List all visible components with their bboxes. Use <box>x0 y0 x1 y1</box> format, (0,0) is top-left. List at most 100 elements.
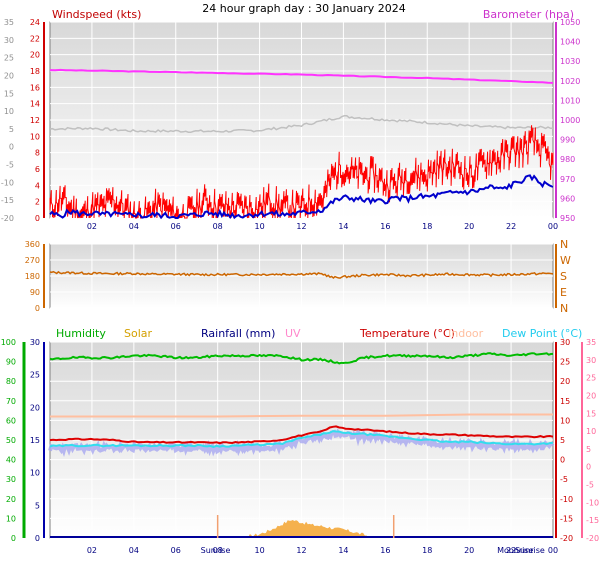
temperature-tick-label: 0 <box>560 456 565 465</box>
far-left-tick-label: 25 <box>4 54 14 63</box>
left-tick-label: 12 <box>30 116 40 125</box>
x-tick-label: 08 <box>213 546 223 555</box>
temperature-tick-label: 30 <box>560 338 570 347</box>
right-tick-label: 1020 <box>560 77 580 86</box>
series-barometer <box>49 68 554 84</box>
x-tick-label: 16 <box>380 546 390 555</box>
rain-tick-label: 15 <box>30 436 40 445</box>
x-tick-label: 04 <box>129 546 139 555</box>
x-tick-label: 20 <box>464 546 474 555</box>
temperature-tick-label: 5 <box>560 436 565 445</box>
right-tick-label: 970 <box>560 175 575 184</box>
x-tick-label: 14 <box>338 222 348 231</box>
humidity-tick-label: 70 <box>6 397 16 406</box>
temperature-tick-label: -5 <box>560 475 568 484</box>
humidity-tick-label: 20 <box>6 495 16 504</box>
left-tick-label: 24 <box>30 18 40 27</box>
left-tick-label: 4 <box>35 181 40 190</box>
x-tick-label: 04 <box>129 222 139 231</box>
series-windspeed <box>49 125 554 219</box>
humidity-tick-label: 50 <box>6 436 16 445</box>
temperature-tick-label: 20 <box>560 377 570 386</box>
series-average-wind <box>49 174 554 220</box>
left-tick-label: 22 <box>30 34 40 43</box>
humidity-tick-label: 10 <box>6 514 16 523</box>
right-tick-label: 950 <box>560 214 575 223</box>
x-tick-label: 20 <box>464 222 474 231</box>
humidity-tick-label: 100 <box>1 338 16 347</box>
far-left-tick-label: 5 <box>9 125 14 134</box>
uv-tick-label: -5 <box>586 481 594 490</box>
humidity-tick-label: 60 <box>6 416 16 425</box>
left-tick-label: 20 <box>30 51 40 60</box>
humidity-plot-series <box>48 352 555 538</box>
rain-tick-label: 0 <box>35 534 40 543</box>
x-tick-label: 22 <box>506 222 516 231</box>
far-left-tick-label: -10 <box>1 178 14 187</box>
x-tick-label: 12 <box>296 222 306 231</box>
series-dewpoint <box>49 430 554 448</box>
left-tick-label: 18 <box>30 67 40 76</box>
right-tick-label: 1030 <box>560 57 580 66</box>
far-left-tick-label: 0 <box>9 143 14 152</box>
uv-tick-label: -10 <box>586 498 599 507</box>
x-tick-label: 06 <box>171 546 181 555</box>
x-tick-label: 02 <box>87 222 97 231</box>
far-left-tick-label: -20 <box>1 214 14 223</box>
far-left-tick-label: -5 <box>6 161 14 170</box>
series-solar <box>249 520 370 538</box>
x-tick-label: 08 <box>213 222 223 231</box>
x-tick-label: 16 <box>380 222 390 231</box>
wind-plot-grid <box>50 21 553 219</box>
left-tick-label: 2 <box>35 198 40 207</box>
right-tick-label: 1040 <box>560 38 580 47</box>
chart-title: 24 hour graph day : 30 January 2024 <box>202 2 406 15</box>
rain-tick-label: 10 <box>30 469 40 478</box>
sunrise-label-2: Sunrise <box>515 546 545 555</box>
humidity-tick-label: 80 <box>6 377 16 386</box>
series-dewpoint-band <box>48 428 555 458</box>
direction-tick-label: 0 <box>35 304 40 313</box>
series-temperature <box>49 425 554 445</box>
compass-label: N <box>560 302 568 315</box>
humidity-tick-label: 40 <box>6 456 16 465</box>
x-tick-label: 02 <box>87 546 97 555</box>
moonrise-label: Moonrise <box>497 546 533 555</box>
far-left-tick-label: 20 <box>4 71 14 80</box>
direction-plot-grid <box>50 243 553 309</box>
legend-temperature: Temperature (°C) <box>359 327 455 340</box>
compass-label: N <box>560 238 568 251</box>
x-tick-label: 00 <box>548 222 558 231</box>
temperature-tick-label: 10 <box>560 416 570 425</box>
legend-rainfall: Rainfall (mm) <box>201 327 275 340</box>
sunrise-label: Sunrise <box>201 546 231 555</box>
humidity-tick-label: 30 <box>6 475 16 484</box>
series-temperature-grey <box>49 114 554 134</box>
temperature-tick-label: -10 <box>560 495 573 504</box>
humidity-temperature-panel: 0102030405060708090100051015202530-20-15… <box>1 327 599 555</box>
uv-tick-label: 5 <box>586 445 591 454</box>
rain-tick-label: 30 <box>30 338 40 347</box>
temperature-tick-label: -20 <box>560 534 573 543</box>
wind-plot-series <box>49 68 554 220</box>
left-tick-label: 8 <box>35 149 40 158</box>
right-tick-label: 1000 <box>560 116 580 125</box>
left-tick-label: 14 <box>30 100 40 109</box>
left-tick-label: 10 <box>30 132 40 141</box>
humidity-tick-label: 90 <box>6 358 16 367</box>
right-tick-label: 990 <box>560 136 575 145</box>
right-tick-label: 1010 <box>560 96 580 105</box>
far-left-tick-label: 10 <box>4 107 14 116</box>
x-tick-label: 00 <box>548 546 558 555</box>
series-humidity <box>49 352 554 365</box>
x-tick-label: 12 <box>296 546 306 555</box>
x-tick-label: 22 <box>506 546 516 555</box>
uv-tick-label: 20 <box>586 391 596 400</box>
direction-tick-label: 180 <box>25 272 40 281</box>
legend-solar: Solar <box>124 327 153 340</box>
far-left-tick-label: 35 <box>4 18 14 27</box>
direction-tick-label: 360 <box>25 240 40 249</box>
